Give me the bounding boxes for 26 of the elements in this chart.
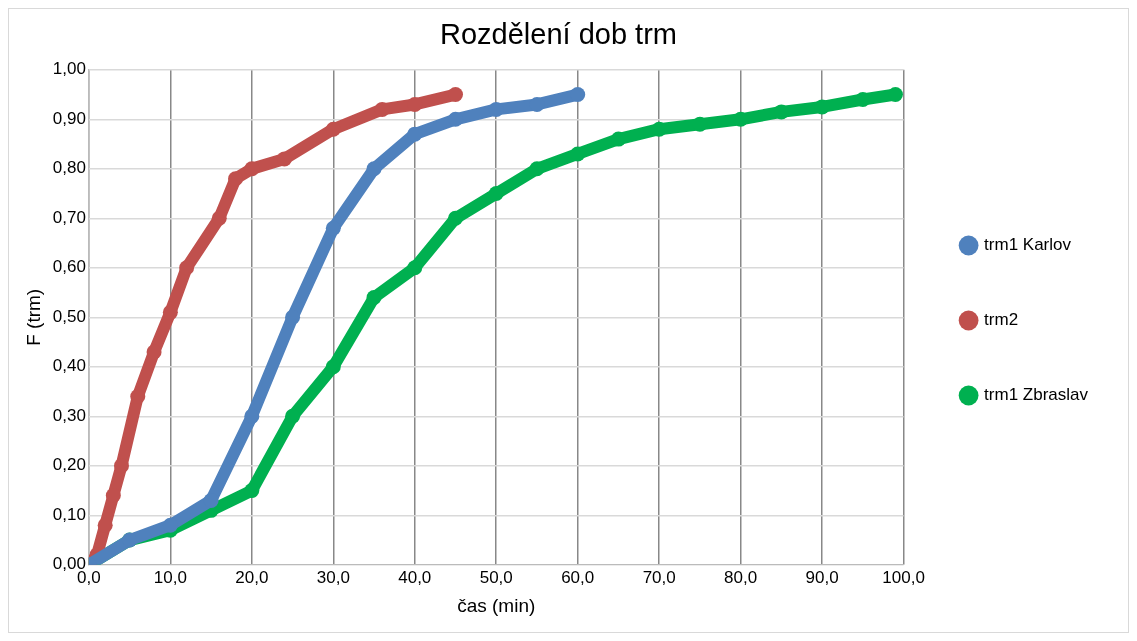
x-tick-label: 90,0 bbox=[805, 567, 839, 587]
y-tick-label: 0,30 bbox=[52, 405, 86, 425]
y-tick-label: 0,70 bbox=[52, 207, 86, 227]
x-tick-label: 50,0 bbox=[479, 567, 513, 587]
y-tick-label: 1,00 bbox=[52, 59, 86, 79]
x-tick-label: 10,0 bbox=[153, 567, 187, 587]
y-tick-label: 0,20 bbox=[52, 455, 86, 475]
y-tick-label: 0,90 bbox=[52, 108, 86, 128]
chart-title: Rozdělení dob trm bbox=[440, 18, 677, 51]
x-tick-label: 80,0 bbox=[724, 567, 758, 587]
x-tick-label: 60,0 bbox=[561, 567, 595, 587]
y-tick-label: 0,40 bbox=[52, 356, 86, 376]
x-tick-label: 40,0 bbox=[398, 567, 432, 587]
x-axis-title: čas (min) bbox=[457, 594, 536, 616]
legend-label: trm1 Karlov bbox=[984, 235, 1072, 255]
x-tick-label: 100,0 bbox=[882, 567, 925, 587]
y-axis-title: F (trm) bbox=[22, 288, 44, 346]
y-tick-label: 0,80 bbox=[52, 158, 86, 178]
x-tick-label: 20,0 bbox=[235, 567, 269, 587]
legend-label: trm1 Zbraslav bbox=[984, 385, 1089, 405]
y-tick-label: 0,50 bbox=[52, 306, 86, 326]
x-tick-label: 30,0 bbox=[316, 567, 350, 587]
y-tick-label: 0,10 bbox=[52, 504, 86, 524]
y-tick-label: 0,60 bbox=[52, 257, 86, 277]
legend-label: trm2 bbox=[984, 310, 1019, 330]
x-tick-label: 70,0 bbox=[642, 567, 676, 587]
